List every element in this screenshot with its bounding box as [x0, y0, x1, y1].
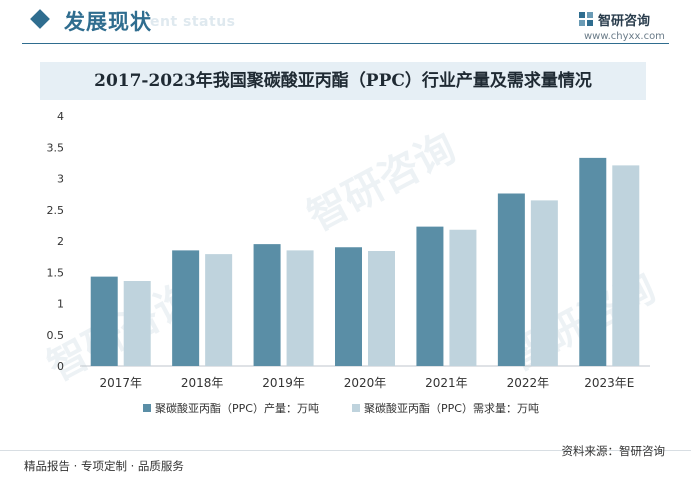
demand-bar: [286, 250, 314, 366]
header-divider: [22, 43, 669, 44]
y-tick-label: 4: [57, 110, 64, 123]
production-bar: [253, 244, 281, 366]
x-tick-label: 2018年: [181, 376, 224, 390]
footer-divider: [0, 450, 691, 451]
legend-label: 聚碳酸亚丙酯（PPC）需求量：万吨: [364, 401, 539, 415]
y-tick-label: 2.5: [47, 204, 65, 217]
x-tick-label: 2022年: [507, 376, 550, 390]
legend-swatch: [143, 404, 151, 412]
legend-swatch: [352, 404, 360, 412]
y-tick-label: 1: [57, 298, 64, 311]
demand-bar: [612, 165, 640, 366]
page-header: 发展现状 ent status 智研咨询 www.chyxx.com: [0, 0, 691, 44]
x-tick-label: 2021年: [425, 376, 468, 390]
y-tick-label: 0.5: [47, 329, 65, 342]
footer-tagline: 精品报告 · 专项定制 · 品质服务: [24, 459, 184, 473]
production-bar: [416, 226, 444, 366]
section-title: 发展现状: [64, 10, 152, 34]
demand-bar: [205, 254, 233, 366]
production-bar: [579, 157, 607, 366]
production-bar: [335, 247, 362, 366]
demand-bar: [449, 229, 477, 366]
x-tick-label: 2023年E: [584, 376, 634, 390]
brand-url[interactable]: www.chyxx.com: [584, 31, 665, 42]
y-tick-label: 3: [57, 173, 64, 186]
y-tick-label: 1.5: [47, 266, 65, 279]
legend-label: 聚碳酸亚丙酯（PPC）产量：万吨: [155, 401, 319, 415]
demand-bar: [123, 281, 151, 366]
x-tick-label: 2017年: [99, 376, 142, 390]
brand-logo-icon: [579, 12, 593, 26]
demand-bar: [530, 200, 558, 366]
chart-title: 2017-2023年我国聚碳酸亚丙酯（PPC）行业产量及需求量情况: [94, 71, 592, 91]
production-bar: [90, 276, 118, 366]
y-tick-label: 2: [57, 235, 64, 248]
x-tick-label: 2020年: [344, 376, 387, 390]
y-tick-label: 3.5: [47, 141, 65, 154]
data-source: 资料来源：智研咨询: [561, 444, 666, 458]
demand-bar: [368, 251, 395, 366]
x-tick-label: 2019年: [262, 376, 305, 390]
production-bar: [497, 193, 525, 366]
section-subtitle: ent status: [150, 14, 236, 30]
chart-title-bar: 2017-2023年我国聚碳酸亚丙酯（PPC）行业产量及需求量情况: [40, 62, 646, 100]
brand-name: 智研咨询: [598, 14, 651, 29]
production-bar: [172, 250, 200, 366]
y-tick-label: 0: [57, 360, 64, 373]
